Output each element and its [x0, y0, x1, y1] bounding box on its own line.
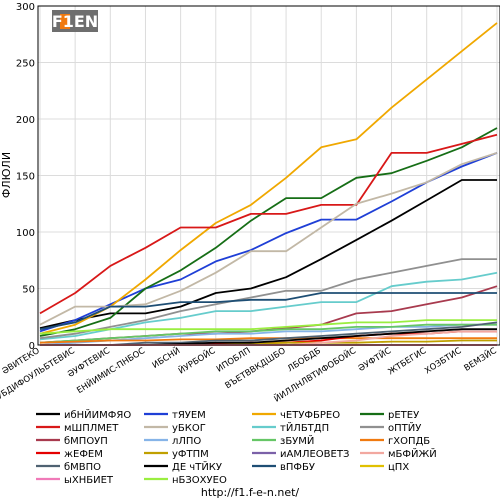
legend-label: уБКОГ: [172, 423, 206, 434]
logo: F1EN: [52, 10, 98, 32]
series-line: [39, 127, 498, 337]
y-tick-label: 50: [22, 285, 35, 296]
legend-label: тЙЛБТДП: [280, 421, 329, 434]
series-lines: [39, 22, 498, 346]
y-tick-label: 150: [16, 172, 35, 183]
legend-label: ибНЙИМФЯО: [64, 408, 131, 421]
x-tick-label: ВЪЕТВВКДШБО: [223, 346, 287, 391]
x-tick-label: ХОЗБТИС: [423, 346, 463, 376]
legend-label: оПТЙУ: [388, 421, 421, 434]
legend-label: бМПОУП: [64, 436, 108, 447]
series-line: [39, 319, 497, 335]
y-tick-label: 300: [16, 2, 35, 13]
series-line: [39, 258, 497, 340]
x-tick-label: ЖТБЕГИС: [386, 346, 428, 377]
legend-label: лЛПО: [172, 436, 201, 447]
legend-label: уФТПМ: [172, 449, 209, 460]
legend-label: иАМЛЕОВЕТЗ: [280, 449, 349, 460]
y-tick-label: 0: [29, 341, 35, 352]
plot-frame: [37, 5, 500, 346]
series-line: [39, 337, 497, 344]
legend-label: тЯУЕМ: [172, 410, 206, 421]
legend-label: мБФЙЖЙ: [388, 447, 437, 460]
legend: ибНЙИМФЯО тЯУЕМ чЕТУФБРЕО рЕТЕУ мШПЛМЕТ уБКОГ…: [36, 408, 437, 486]
legend-label: чЕТУФБРЕО: [280, 410, 340, 421]
legend-label: жЕФЕМ: [64, 449, 103, 460]
x-tick-label: ЙУРБОЙС: [176, 344, 218, 376]
x-tick-labels: ӘВИТЕКОӘУБДИФОУЛЬБТЕВИСӘУФТЕВИСЕНЙИМИС-П…: [0, 344, 499, 405]
y-tick-labels: 0 50 100 150 200 250 300: [16, 2, 35, 352]
legend-label: рЕТЕУ: [388, 410, 419, 421]
legend-label: зБУМЙ: [280, 434, 314, 447]
legend-label: цПХ: [388, 462, 409, 473]
series-line: [39, 271, 498, 341]
y-tick-label: 200: [16, 115, 35, 126]
series-line: [39, 292, 497, 331]
legend-label: вПФБУ: [280, 462, 315, 473]
series-line: [39, 22, 498, 335]
logo-text: F1EN: [52, 12, 98, 31]
series-line: [39, 323, 497, 344]
legend-label: мШПЛМЕТ: [64, 423, 119, 434]
legend-label: бМВПО: [64, 462, 101, 473]
legend-label: нБЗОХУЕО: [172, 475, 227, 486]
y-tick-label: 100: [16, 228, 35, 239]
x-tick-label: ВЕМЗЙС: [461, 344, 498, 373]
y-axis-label: ФЛЮЛИ: [0, 152, 13, 198]
y-tick-label: 250: [16, 59, 35, 70]
series-line: [39, 133, 498, 315]
legend-label: гХОПДБ: [388, 436, 430, 447]
legend-label: ДЕ чТЙКУ: [172, 460, 222, 473]
footer-url[interactable]: http://f1.f-e-n.net/: [201, 486, 300, 499]
legend-label: ыХНБИЕТ: [64, 475, 114, 486]
